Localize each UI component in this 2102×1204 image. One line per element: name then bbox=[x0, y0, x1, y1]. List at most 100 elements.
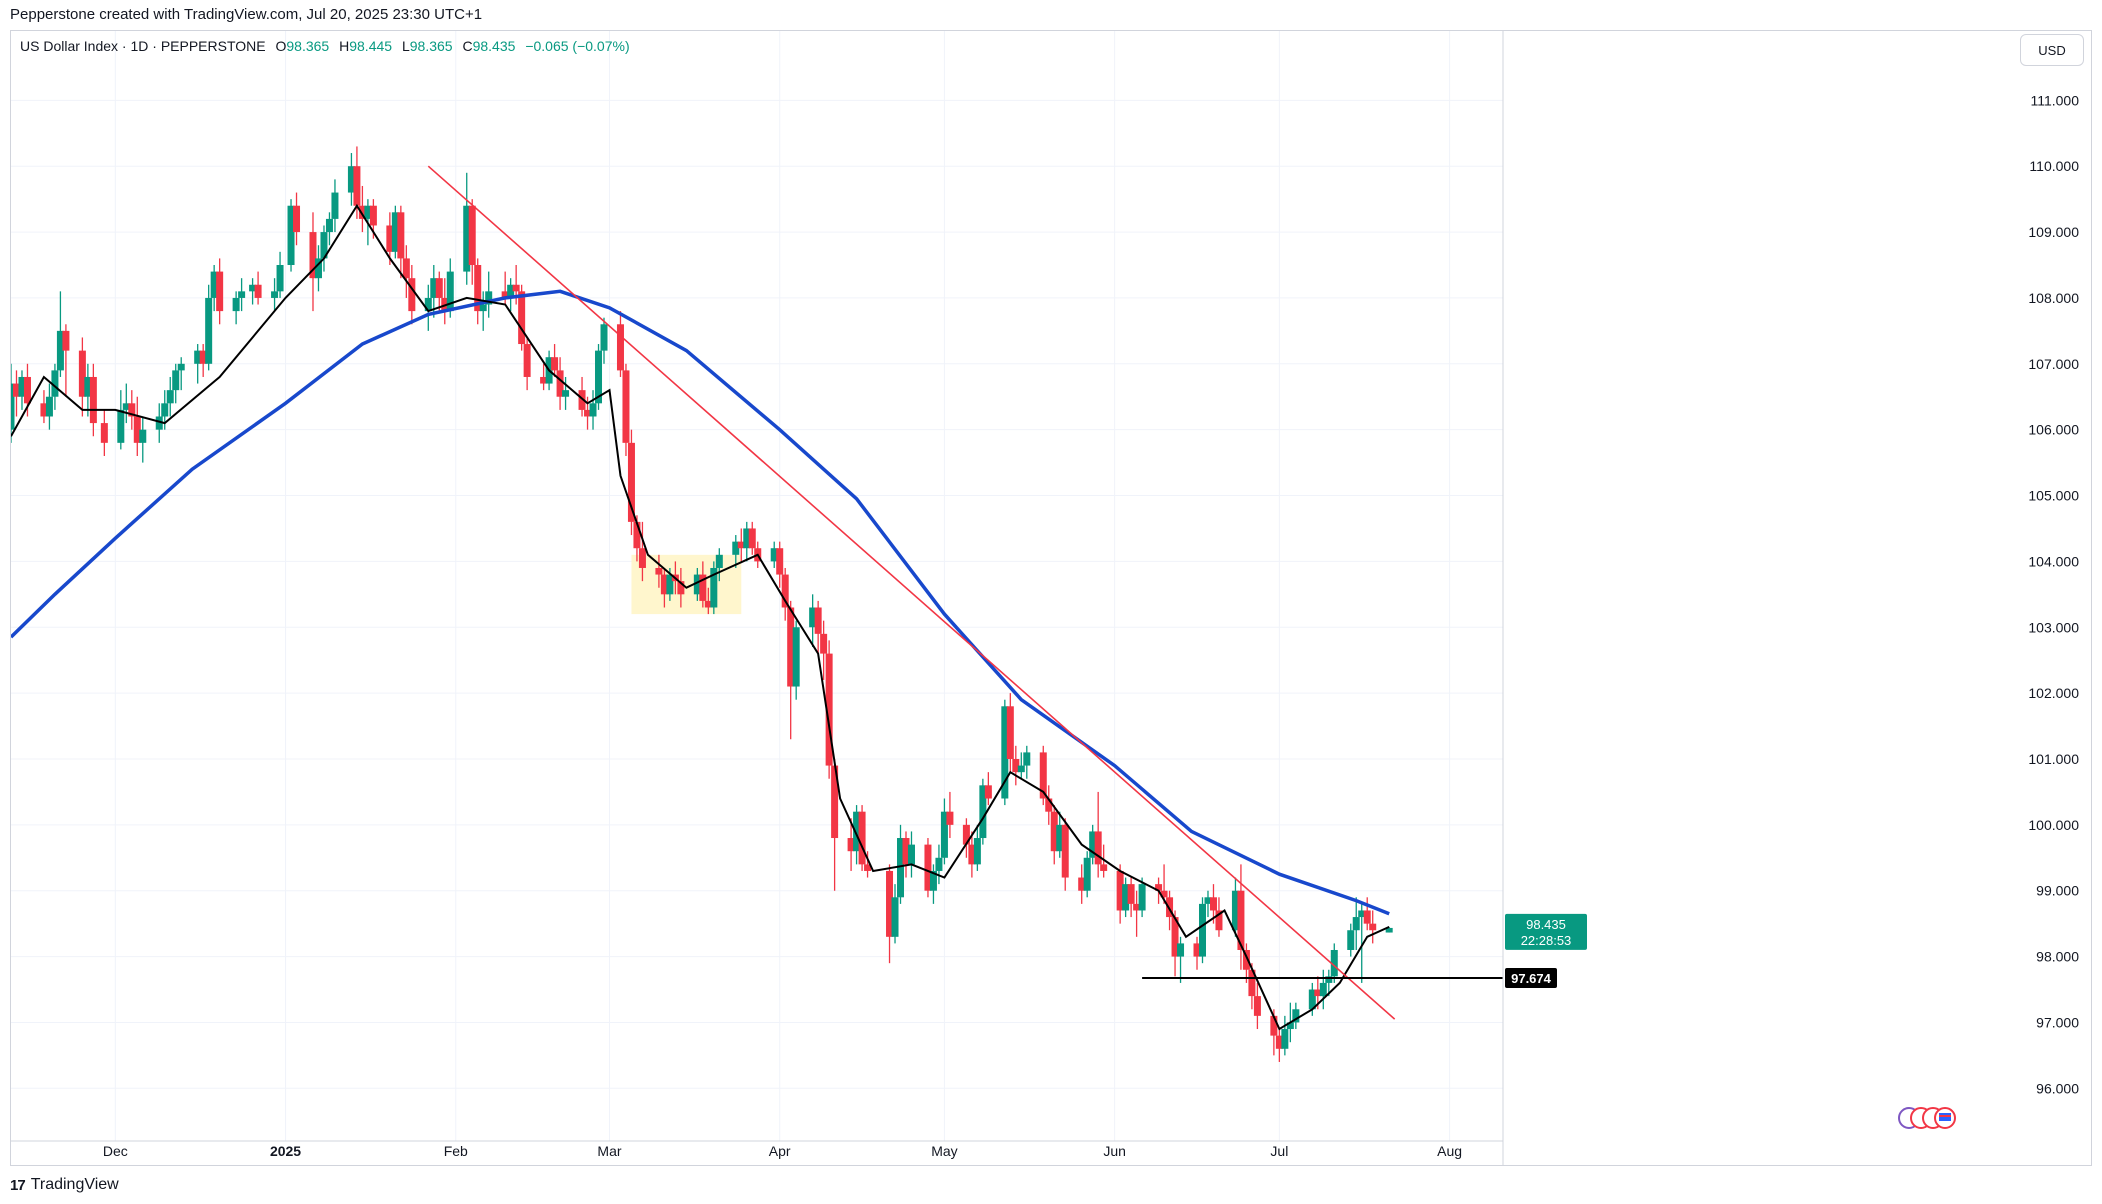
candle-body bbox=[1039, 752, 1047, 799]
y-tick-label: 111.000 bbox=[2030, 92, 2079, 108]
candle-body bbox=[1023, 752, 1031, 766]
candle-body bbox=[743, 528, 751, 549]
candle-body bbox=[51, 370, 59, 397]
x-tick-label: Jul bbox=[1270, 1143, 1288, 1159]
candle-body bbox=[902, 838, 910, 865]
candle-body bbox=[276, 265, 284, 292]
bar-countdown: 22:28:53 bbox=[1521, 933, 1572, 948]
candle-body bbox=[666, 574, 674, 595]
event-flags-icon[interactable] bbox=[1898, 1107, 1956, 1129]
candle-body bbox=[858, 811, 866, 865]
candle-body bbox=[1369, 923, 1377, 931]
candle-body bbox=[331, 192, 339, 219]
candle-body bbox=[100, 423, 108, 443]
candle-body bbox=[979, 785, 987, 839]
candle-body bbox=[78, 350, 86, 397]
candle-body bbox=[1198, 903, 1206, 957]
candle-body bbox=[155, 416, 163, 430]
candle-body bbox=[1248, 969, 1256, 997]
y-tick-label: 102.000 bbox=[2028, 685, 2079, 701]
candle-body bbox=[507, 284, 515, 298]
candle-body bbox=[677, 581, 685, 595]
candle-body bbox=[1308, 989, 1316, 1010]
symbol-name: US Dollar Index · 1D · PEPPERSTONE bbox=[20, 38, 266, 54]
candle-body bbox=[89, 376, 97, 424]
candle-body bbox=[468, 205, 476, 266]
candle-body bbox=[809, 607, 817, 628]
candle-body bbox=[1177, 943, 1185, 957]
candle-body bbox=[929, 870, 937, 891]
y-tick-label: 96.000 bbox=[2036, 1080, 2079, 1096]
candle-body bbox=[11, 383, 15, 430]
support-level-tag bbox=[1505, 968, 1557, 989]
y-tick-label: 103.000 bbox=[2028, 619, 2079, 635]
candle-body bbox=[238, 291, 246, 298]
candle-body bbox=[968, 844, 976, 865]
candle-body bbox=[776, 548, 784, 575]
candle-body bbox=[1330, 949, 1338, 977]
y-tick-label: 105.000 bbox=[2028, 488, 2079, 504]
candle-body bbox=[600, 324, 608, 351]
candle-body bbox=[1122, 884, 1130, 911]
candle-body bbox=[364, 205, 372, 219]
candle-body bbox=[589, 403, 597, 417]
candle-body bbox=[940, 811, 948, 858]
candle-body bbox=[831, 765, 839, 839]
candle-body bbox=[1286, 1022, 1294, 1030]
chart-frame[interactable]: 96.000 97.000 98.000 99.000 100.000 101.000 10… bbox=[10, 30, 2092, 1166]
candle-body bbox=[128, 403, 136, 417]
candle-body bbox=[1270, 1015, 1278, 1036]
candle-body bbox=[386, 225, 394, 252]
candle-body bbox=[353, 166, 361, 206]
last-price-value: 98.435 bbox=[1526, 917, 1566, 932]
low-value: 98.365 bbox=[409, 38, 453, 54]
candle-body bbox=[737, 541, 745, 549]
candle-body bbox=[254, 284, 262, 298]
candle-body bbox=[622, 370, 630, 443]
chart-credit: Pepperstone created with TradingView.com… bbox=[10, 6, 483, 23]
y-tick-label: 98.000 bbox=[2036, 949, 2079, 965]
candle-body bbox=[23, 376, 31, 404]
candle-body bbox=[1275, 1035, 1283, 1049]
candle-body bbox=[1325, 976, 1333, 983]
candle-body bbox=[551, 357, 559, 371]
candle-body bbox=[1155, 884, 1163, 891]
x-tick-label: Dec bbox=[103, 1143, 128, 1159]
candle-body bbox=[1242, 949, 1250, 970]
price-chart[interactable]: 96.000 97.000 98.000 99.000 100.000 101.000 10… bbox=[11, 31, 2091, 1165]
candle-body bbox=[18, 376, 26, 397]
candle-body bbox=[886, 870, 894, 937]
candle-body bbox=[1385, 927, 1393, 933]
candle-body bbox=[463, 205, 471, 272]
open-label: O bbox=[275, 38, 287, 54]
currency-button[interactable]: USD bbox=[2020, 34, 2084, 66]
candle-body bbox=[1358, 910, 1366, 918]
y-tick-label: 109.000 bbox=[2028, 224, 2079, 240]
candle-body bbox=[853, 811, 861, 852]
candle-body bbox=[485, 291, 493, 305]
last-price-tag bbox=[1505, 913, 1587, 950]
close-label: C bbox=[462, 38, 473, 54]
candle-body bbox=[1083, 857, 1091, 891]
tradingview-logo-icon: 17 bbox=[10, 1176, 26, 1194]
candle-body bbox=[770, 548, 778, 562]
candle-body bbox=[1138, 884, 1146, 911]
candle-body bbox=[638, 548, 646, 568]
candle-body bbox=[655, 567, 663, 575]
candle-body bbox=[864, 864, 872, 871]
candle-body bbox=[12, 383, 20, 397]
candle-body bbox=[820, 633, 828, 654]
candle-body bbox=[84, 376, 92, 397]
candle-body bbox=[199, 350, 207, 364]
candle-body bbox=[232, 297, 240, 312]
candle-body bbox=[408, 278, 416, 312]
symbol-legend[interactable]: US Dollar Index · 1D · PEPPERSTONE O 98.3… bbox=[20, 38, 630, 54]
footer-brand[interactable]: 17 TradingView bbox=[10, 1176, 119, 1194]
candle-body bbox=[271, 291, 279, 298]
candle-body bbox=[501, 291, 509, 298]
candle-body bbox=[45, 396, 53, 417]
candle-body bbox=[1171, 917, 1179, 957]
candle-body bbox=[540, 376, 548, 384]
consolidation-highlight bbox=[631, 554, 742, 615]
